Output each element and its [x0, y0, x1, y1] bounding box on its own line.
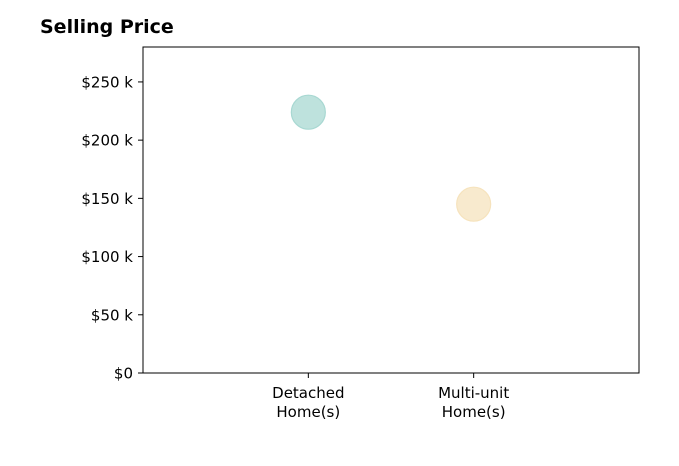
- x-tick-label-1: Multi-unit Home(s): [438, 384, 509, 421]
- y-tick-label-1: $50 k: [91, 306, 133, 324]
- y-tick-label-3: $150 k: [81, 190, 133, 208]
- y-tick-label-2: $100 k: [81, 248, 133, 266]
- y-tick-label-4: $200 k: [81, 132, 133, 150]
- plot-frame: [142, 46, 640, 374]
- data-point-0-1: [456, 186, 492, 222]
- x-tick-label-0: Detached Home(s): [272, 384, 344, 421]
- data-point-0-0: [290, 94, 326, 130]
- chart-title: Selling Price: [40, 16, 174, 38]
- y-tick-label-0: $0: [114, 365, 133, 383]
- y-tick-label-5: $250 k: [81, 73, 133, 91]
